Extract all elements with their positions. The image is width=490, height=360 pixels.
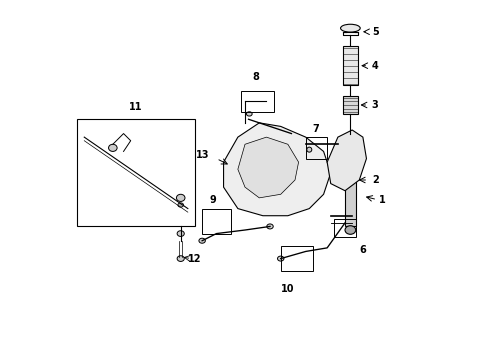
Polygon shape [223, 123, 331, 216]
Bar [343, 46, 358, 85]
Ellipse shape [109, 144, 117, 152]
Bar [343, 96, 358, 114]
Bar [202, 208, 231, 234]
Text: 12: 12 [188, 253, 201, 264]
Ellipse shape [345, 226, 356, 234]
Text: 10: 10 [281, 284, 294, 294]
Text: 6: 6 [359, 245, 366, 255]
Ellipse shape [176, 194, 185, 202]
Ellipse shape [246, 112, 252, 116]
Polygon shape [238, 137, 298, 198]
Bar [306, 137, 327, 158]
Text: 13: 13 [196, 150, 209, 160]
Bar [345, 134, 356, 226]
Text: 3: 3 [372, 100, 379, 110]
Text: 5: 5 [372, 27, 379, 37]
Text: 8: 8 [252, 72, 259, 82]
Text: 4: 4 [372, 61, 379, 71]
Text: 2: 2 [372, 175, 379, 185]
Text: 11: 11 [129, 102, 143, 112]
Ellipse shape [177, 256, 184, 261]
Ellipse shape [177, 231, 184, 237]
Text: 7: 7 [313, 123, 319, 134]
Ellipse shape [267, 224, 273, 229]
Text: 9: 9 [209, 195, 216, 205]
Bar [281, 246, 313, 271]
Polygon shape [327, 130, 367, 191]
Ellipse shape [341, 24, 360, 32]
Bar [242, 91, 273, 112]
Bar [77, 119, 195, 226]
Ellipse shape [178, 203, 184, 207]
Ellipse shape [199, 238, 205, 243]
Ellipse shape [277, 256, 284, 261]
Ellipse shape [307, 147, 312, 152]
Bar [334, 219, 356, 237]
Text: 1: 1 [379, 195, 386, 204]
